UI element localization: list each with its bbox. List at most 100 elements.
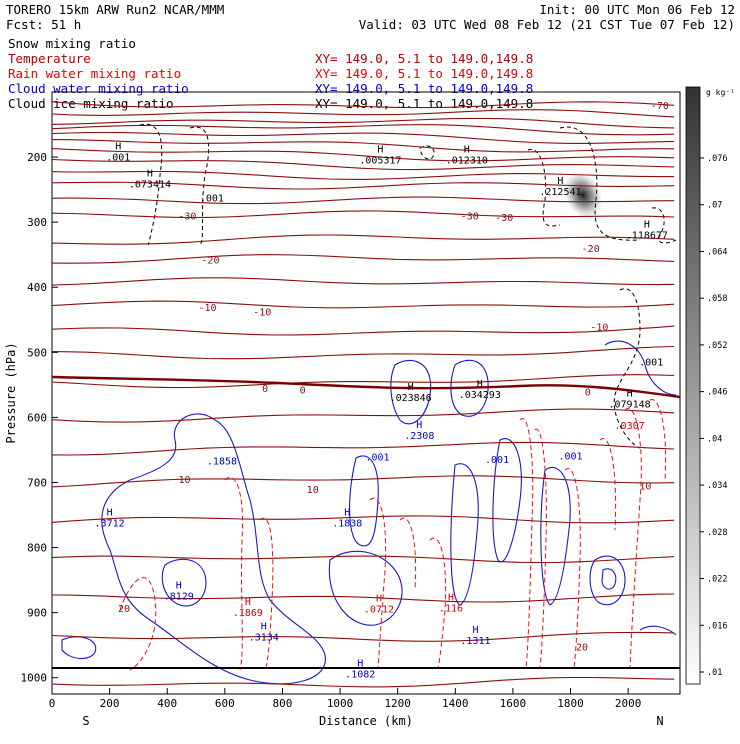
colorbar: g kg⁻¹ .076 .07 .064 .058 .052 .046 .04 .034 .02… xyxy=(685,86,735,685)
cloud-water-low-left xyxy=(61,636,97,660)
colorbar-tick-label: .058 xyxy=(707,294,727,304)
extremum-value: .001 xyxy=(106,152,130,163)
extremum-value: .001 xyxy=(558,452,582,463)
ice-contour-upper-left xyxy=(139,123,163,246)
temperature-isotherm xyxy=(52,325,675,336)
temperature-contour-label: 20 xyxy=(576,642,588,653)
temperature-contour-label: 0 xyxy=(300,385,306,396)
legend-snow: Snow mixing ratio xyxy=(8,36,136,51)
temperature-isotherm xyxy=(52,109,675,118)
y-axis-label: Pressure (hPa) xyxy=(4,342,18,443)
temperature-isotherm xyxy=(52,593,675,603)
temperature-contour-label: 0 xyxy=(262,384,268,395)
header-init-line: Init: 00 UTC Mon 06 Feb 12 xyxy=(539,2,735,17)
extremum-marker: H xyxy=(644,219,650,230)
temperature-isotherm xyxy=(52,676,675,688)
x-tick-label: 1000 xyxy=(327,697,354,710)
temperature-isotherm xyxy=(52,131,675,144)
extremum-value: .116 xyxy=(439,603,463,614)
ice-contour-right-upper xyxy=(651,207,677,244)
header-model-line: TORERO 15km ARW Run2 NCAR/MMM xyxy=(6,2,224,17)
legend-cloud-water: Cloud water mixing ratio xyxy=(8,81,189,96)
y-tick-label: 800 xyxy=(27,542,47,555)
temperature-contour-label: 10 xyxy=(639,482,651,493)
rain-left-col xyxy=(119,577,157,671)
rain-mid-col-c xyxy=(429,537,447,669)
colorbar-tick-label: .046 xyxy=(707,388,727,398)
temperature-isotherm xyxy=(52,170,675,180)
temperature-isotherm xyxy=(52,139,675,153)
rain-right-col-c xyxy=(624,407,642,669)
temperature-contour-label: -70 xyxy=(651,101,669,112)
cloud-water-contours xyxy=(61,340,677,685)
rain-center-col xyxy=(519,418,534,669)
extremum-marker: H xyxy=(408,382,414,393)
cloud-water-right-b xyxy=(540,466,571,606)
extremum-value: .212541 xyxy=(539,187,581,198)
cloud-water-right-edge xyxy=(604,340,677,396)
temperature-contour-label: -10 xyxy=(590,322,608,333)
cloud-water-mid-b xyxy=(390,360,432,425)
temperature-contour-label: -30 xyxy=(495,213,513,224)
colorbar-tick-label: .034 xyxy=(707,481,727,491)
extremum-marker: H xyxy=(416,420,422,431)
temperature-contour-label: 20 xyxy=(118,604,130,615)
x-tick-label: 400 xyxy=(157,697,177,710)
temperature-contour-label: 10 xyxy=(307,485,319,496)
cloud-ice-shaded-maximum xyxy=(563,171,603,219)
colorbar-tick-label: .052 xyxy=(707,341,727,351)
temperature-isotherm xyxy=(52,196,675,205)
cloud-water-right-c xyxy=(589,555,626,606)
legend-cloud-ice: Cloud ice mixing ratio xyxy=(8,96,174,111)
y-tick-label: 500 xyxy=(27,346,47,359)
x-tick-label: 1400 xyxy=(442,697,469,710)
extremum-value: .005317 xyxy=(359,156,401,167)
snow-contour-right-column xyxy=(613,288,641,449)
x-axis: 0 200 400 600 800 1000 1200 1400 1600 1800 2000 xyxy=(49,688,641,710)
colorbar-tick-label: .022 xyxy=(707,575,727,585)
temperature-isotherm xyxy=(52,210,675,219)
field-legend: Snow mixing ratio Temperature Rain water… xyxy=(8,36,533,111)
extremum-value: .0712 xyxy=(364,605,394,616)
temperature-isotherm xyxy=(52,300,675,309)
extremum-marker: H xyxy=(107,508,113,519)
extremum-value: .1311 xyxy=(460,636,490,647)
temperature-contour-label: -20 xyxy=(201,255,219,266)
extremum-marker: H xyxy=(344,508,350,519)
header-forecast-line: Fcst: 51 h xyxy=(6,17,81,32)
extremum-marker: H xyxy=(176,581,182,592)
extremum-marker: H xyxy=(627,389,633,400)
extremum-value: .1293 xyxy=(651,728,681,739)
header-valid-line: Valid: 03 UTC Wed 08 Feb 12 (21 CST Tue … xyxy=(359,17,735,32)
north-label: N xyxy=(656,714,663,728)
extremum-marker: H xyxy=(147,169,153,180)
x-tick-label: 1200 xyxy=(384,697,411,710)
cloud-water-mid-a xyxy=(349,455,379,547)
extremum-value: .034293 xyxy=(459,390,501,401)
y-tick-label: 1000 xyxy=(21,672,48,685)
colorbar-tick-label: .07 xyxy=(707,201,722,211)
cloud-water-left-system xyxy=(101,413,326,685)
rain-contours xyxy=(119,399,667,671)
extremum-value: .118677 xyxy=(626,230,668,241)
legend-temperature: Temperature xyxy=(8,51,91,66)
temperature-isotherm xyxy=(52,181,675,190)
colorbar-tick-label: .016 xyxy=(707,621,727,631)
extremum-value: .3134 xyxy=(249,633,279,644)
cloud-water-mid-c xyxy=(450,359,489,417)
temperature-isotherm xyxy=(52,101,675,109)
rain-far-right xyxy=(649,399,667,481)
extremum-value: .001 xyxy=(365,452,389,463)
legend-cloud-water-xy: XY= 149.0, 5.1 to 149.0,149.8 xyxy=(315,81,533,96)
freezing-level-line xyxy=(52,375,680,399)
temperature-contour-label: -10 xyxy=(253,307,271,318)
legend-rain: Rain water mixing ratio xyxy=(8,66,181,81)
extremum-value: .1858 xyxy=(207,456,237,467)
temperature-contour-labels: -70 -30 -30 -30 -20 -20 -10 -10 -10 0 0 0 10 10 10 20 20 xyxy=(118,101,669,653)
rain-right-col-b xyxy=(599,437,617,531)
y-tick-label: 900 xyxy=(27,607,47,620)
rain-right-col xyxy=(564,467,581,669)
temperature-contour-label: -10 xyxy=(199,303,217,314)
